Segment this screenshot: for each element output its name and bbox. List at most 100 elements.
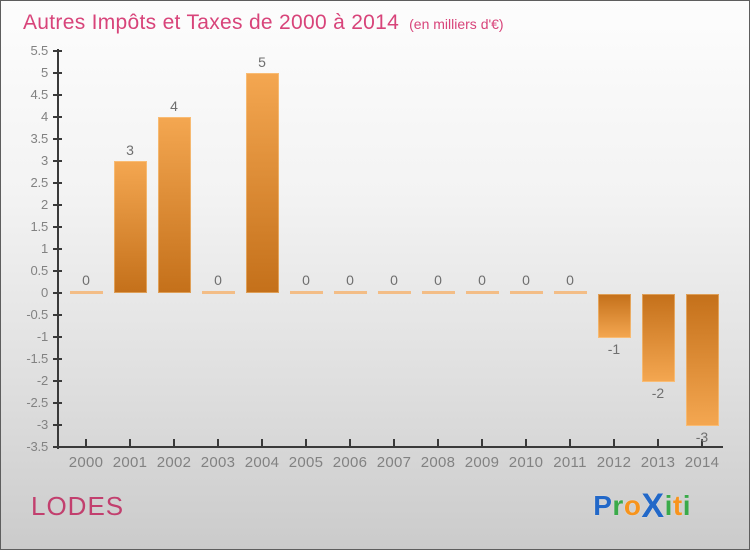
x-axis-tick-label: 2011 [553,454,587,471]
bar-value-label: 0 [478,272,486,288]
entity-name: LODES [31,491,125,521]
y-axis-tick [53,182,62,184]
y-axis-tick-label: 5 [40,65,48,80]
y-axis-tick-label: 0.5 [30,263,49,278]
y-axis-tick-label: 2.5 [30,175,49,190]
bar-value-label: 0 [390,272,398,288]
bar-2000 [69,291,103,294]
x-axis-tick [217,439,219,447]
x-axis-tick [437,439,439,447]
brand-letter: r [612,490,624,521]
brand-letter: X [641,487,665,525]
y-axis-tick-label: -3 [36,417,48,432]
x-axis-tick [613,439,615,447]
x-axis-tick [481,439,483,447]
bar-value-label: -2 [651,385,665,401]
x-axis-tick [525,439,527,447]
x-axis-tick-label: 2009 [464,454,500,471]
y-axis-tick-label: -3.5 [26,439,48,454]
x-axis-tick-label: 2000 [68,454,104,471]
y-axis-tick [53,204,62,206]
bar-value-label: 0 [522,272,530,288]
bar-2013 [641,294,675,382]
x-axis-tick [569,439,571,447]
brand-letter: P [593,490,613,521]
x-axis-tick [173,439,175,447]
y-axis-tick [53,380,62,382]
x-axis-tick [129,439,131,447]
proxiti-logo: ProXiti [593,487,691,526]
bar-2006 [333,291,367,294]
brand-letter: i [682,490,691,521]
y-axis-tick [53,292,62,294]
y-axis-tick-label: 5.5 [30,43,49,58]
x-axis-tick-label: 2005 [288,454,324,471]
y-axis-tick-label: 1 [40,241,48,256]
bar-2004 [245,73,279,293]
x-axis-tick [305,439,307,447]
bar-value-label: 0 [82,272,90,288]
x-axis-tick [349,439,351,447]
y-axis-tick [53,160,62,162]
y-axis-tick [53,314,62,316]
bar-value-label: 0 [434,272,442,288]
y-axis-tick [53,336,62,338]
bar-value-label: -3 [695,429,709,445]
y-axis-tick [53,50,62,52]
y-axis-tick-label: 0 [40,285,48,300]
bar-2001 [113,161,147,293]
x-axis-tick-label: 2003 [200,454,236,471]
bar-2014 [685,294,719,426]
bar-value-label: 0 [346,272,354,288]
bar-value-label: 0 [302,272,310,288]
y-axis-tick [53,226,62,228]
brand-letter: o [623,490,642,521]
chart-subtitle: (en milliers d'€) [409,16,504,32]
brand-letter: i [664,490,673,521]
chart-header: Autres Impôts et Taxes de 2000 à 2014 (en… [23,11,504,35]
x-axis-tick-label: 2006 [332,454,368,471]
bar-2011 [553,291,587,294]
x-axis-tick [393,439,395,447]
x-axis-tick [85,439,87,447]
bar-value-label: 3 [126,142,134,158]
x-axis-tick-label: 2008 [420,454,456,471]
y-axis-tick-label: 1.5 [30,219,49,234]
bar-2002 [157,117,191,293]
y-axis-tick [53,138,62,140]
x-axis-tick-label: 2012 [596,454,632,471]
y-axis-tick [53,446,62,448]
y-axis-tick [53,116,62,118]
bar-2008 [421,291,455,294]
x-axis-tick-label: 2002 [156,454,192,471]
y-axis-tick-label: 3.5 [30,131,49,146]
y-axis-tick [53,72,62,74]
x-axis-tick-label: 2013 [640,454,676,471]
x-axis-tick-label: 2014 [684,454,720,471]
bar-2010 [509,291,543,294]
bar-value-label: 0 [566,272,574,288]
bar-value-label: -1 [607,341,621,357]
x-axis-tick-label: 2004 [244,454,280,471]
y-axis-tick-label: -2 [36,373,48,388]
bar-2012 [597,294,631,338]
x-axis-tick [261,439,263,447]
y-axis-tick [53,402,62,404]
x-axis-tick-label: 2001 [112,454,148,471]
y-axis-tick-label: -2.5 [26,395,48,410]
y-axis-tick-label: -0.5 [26,307,48,322]
x-axis-tick-label: 2010 [508,454,544,471]
x-axis-line [57,446,723,448]
y-axis-tick-label: -1.5 [26,351,48,366]
y-axis-tick-label: 2 [40,197,48,212]
y-axis-tick [53,270,62,272]
y-axis-tick [53,248,62,250]
bar-value-label: 4 [170,98,178,114]
bar-2003 [201,291,235,294]
y-axis-tick-label: -1 [36,329,48,344]
y-axis-tick [53,94,62,96]
x-axis-tick [657,439,659,447]
y-axis-tick-label: 4 [40,109,48,124]
